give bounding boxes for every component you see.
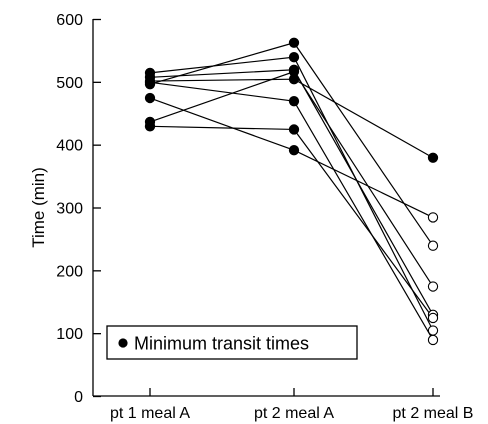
series-line	[149, 125, 434, 319]
data-point	[288, 145, 300, 156]
series-line	[149, 97, 434, 218]
x-tick-label: pt 1 meal A	[110, 405, 190, 422]
series-points	[144, 37, 439, 346]
legend-marker	[118, 338, 128, 348]
series-lines	[149, 42, 434, 341]
data-point	[288, 66, 300, 77]
data-point	[144, 77, 156, 88]
y-axis-title: Time (min)	[29, 167, 48, 248]
data-point	[288, 124, 300, 135]
data-point	[427, 334, 439, 346]
data-point	[288, 52, 300, 63]
y-ticks: 0 100 200 300 400 500 600	[56, 12, 101, 406]
y-tick-label: 500	[56, 75, 83, 92]
y-tick-label: 0	[74, 389, 83, 406]
x-tick-label: pt 2 meal A	[254, 405, 334, 422]
data-point	[427, 240, 439, 251]
x-ticks: pt 1 meal A pt 2 meal A pt 2 meal B	[110, 388, 473, 422]
series-line	[149, 81, 434, 341]
legend-label: Minimum transit times	[134, 334, 309, 354]
data-point	[144, 92, 156, 104]
data-point	[427, 325, 439, 336]
data-point	[288, 37, 300, 48]
data-point	[144, 121, 156, 132]
legend: Minimum transit times	[106, 325, 358, 360]
x-tick-label: pt 2 meal B	[393, 405, 474, 422]
legend-box	[106, 325, 358, 360]
data-point	[427, 312, 439, 324]
data-point	[427, 152, 439, 163]
data-point	[427, 281, 439, 292]
y-tick-label: 400	[56, 138, 83, 155]
y-tick-label: 100	[56, 326, 83, 343]
y-tick-label: 600	[56, 12, 83, 29]
y-tick-label: 200	[56, 263, 83, 280]
data-point	[427, 212, 439, 223]
y-tick-label: 300	[56, 201, 83, 218]
data-point	[288, 96, 300, 107]
